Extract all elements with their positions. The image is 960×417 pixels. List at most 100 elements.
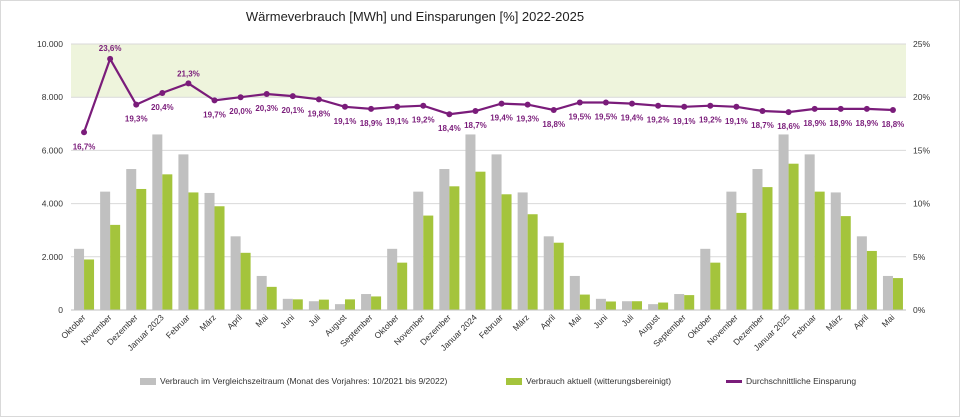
saving-data-label: 20,3%	[255, 104, 278, 113]
bar-reference	[282, 298, 293, 310]
bar-actual	[814, 191, 825, 310]
saving-data-label: 19,5%	[568, 113, 591, 122]
saving-point	[707, 102, 714, 109]
saving-line	[82, 56, 894, 133]
bar-reference	[387, 248, 398, 310]
bar-actual	[344, 299, 355, 310]
saving-data-label: 18,9%	[829, 119, 852, 128]
x-tick-label: April	[538, 312, 557, 331]
bar-reference	[543, 236, 554, 310]
saving-data-label: 23,6%	[99, 44, 122, 53]
saving-point	[107, 55, 114, 62]
x-tick-label: März	[824, 312, 844, 332]
y-right-tick-label: 5%	[913, 252, 926, 262]
saving-data-label: 18,9%	[856, 119, 879, 128]
saving-point	[368, 105, 375, 112]
bar-actual	[632, 301, 643, 310]
bar-reference	[648, 304, 659, 310]
y-right-tick-label: 25%	[913, 39, 930, 49]
saving-data-label: 18,9%	[803, 119, 826, 128]
saving-data-label: 19,1%	[725, 117, 748, 126]
saving-point	[498, 100, 505, 107]
highlight-band	[71, 44, 906, 98]
bar-actual	[292, 299, 303, 310]
saving-data-label: 18,4%	[438, 124, 461, 133]
bar-reference	[804, 154, 815, 310]
saving-data-label: 19,2%	[647, 116, 670, 125]
legend-item-actual: Verbrauch aktuell (witterungsbereinigt)	[506, 376, 671, 386]
y-left-tick-label: 10.000	[37, 39, 63, 49]
bar-actual	[240, 252, 251, 310]
saving-point	[576, 99, 583, 106]
saving-data-label: 18,9%	[360, 119, 383, 128]
legend-label-actual: Verbrauch aktuell (witterungsbereinigt)	[526, 376, 672, 386]
y-left-tick-label: 8.000	[42, 92, 64, 102]
bar-reference	[622, 301, 633, 310]
saving-data-label: 19,1%	[673, 117, 696, 126]
saving-point	[602, 99, 609, 106]
legend-item-reference: Verbrauch im Vergleichszeitraum (Monat d…	[140, 376, 447, 386]
x-tick-label: Februar	[477, 312, 505, 340]
saving-data-label: 18,8%	[882, 120, 905, 129]
bar-reference	[178, 154, 189, 310]
bar-reference	[726, 191, 737, 310]
bar-actual	[136, 188, 147, 310]
saving-point	[733, 103, 740, 110]
chart-title: Wärmeverbrauch [MWh] und Einsparungen [%…	[245, 9, 585, 24]
x-tick-label: Juni	[278, 312, 296, 330]
x-tick-label: Februar	[790, 312, 818, 340]
y-right-tick-label: 15%	[913, 145, 930, 155]
saving-data-label: 19,1%	[386, 117, 409, 126]
saving-data-label: 20,1%	[281, 106, 304, 115]
saving-point	[394, 103, 401, 110]
saving-point	[81, 129, 88, 136]
bar-actual	[553, 242, 564, 310]
bar-reference	[752, 169, 763, 310]
x-tick-label: Mai	[253, 312, 270, 329]
saving-data-label: 19,8%	[308, 109, 331, 118]
x-tick-label: Februar	[164, 312, 192, 340]
saving-data-label: 19,4%	[490, 114, 513, 123]
bar-reference	[674, 294, 685, 310]
bar-reference	[830, 192, 841, 310]
bar-reference	[778, 134, 789, 310]
bar-actual	[710, 262, 721, 310]
bar-reference	[569, 275, 580, 310]
saving-data-label: 19,2%	[412, 116, 435, 125]
bar-reference	[361, 294, 372, 310]
x-tick-label: Juli	[306, 312, 322, 328]
legend-label-saving: Durchschnittliche Einsparung	[746, 376, 857, 386]
x-tick-label: Mai	[880, 312, 897, 329]
bar-reference	[413, 191, 424, 310]
y-left-tick-label: 4.000	[42, 199, 64, 209]
bar-reference	[100, 191, 111, 310]
chart-legend: Verbrauch im Vergleichszeitraum (Monat d…	[0, 376, 960, 392]
bar-actual	[475, 171, 486, 310]
bar-actual	[762, 187, 773, 310]
bar-actual	[188, 192, 199, 310]
bar-actual	[736, 212, 747, 310]
saving-data-label: 19,1%	[334, 117, 357, 126]
saving-data-label: 21,3%	[177, 69, 200, 78]
bar-reference	[882, 275, 893, 310]
bar-actual	[605, 301, 616, 310]
bar-actual	[527, 214, 538, 310]
legend-swatch-reference	[140, 377, 156, 385]
y-left-tick-label: 0	[58, 305, 63, 315]
saving-point	[655, 102, 662, 109]
bar-actual	[84, 259, 95, 310]
bar-reference	[74, 248, 85, 310]
saving-data-label: 19,3%	[125, 115, 148, 124]
bar-actual	[658, 302, 669, 310]
saving-point	[159, 89, 166, 96]
bar-actual	[840, 216, 851, 310]
bar-actual	[110, 224, 121, 310]
saving-point	[629, 100, 636, 107]
saving-point	[446, 111, 453, 118]
x-tick-label: Juli	[619, 312, 635, 328]
saving-data-label: 18,7%	[751, 121, 774, 130]
y-right-tick-label: 20%	[913, 92, 930, 102]
saving-point	[785, 109, 792, 116]
bar-actual	[579, 294, 590, 310]
saving-point	[811, 105, 818, 112]
